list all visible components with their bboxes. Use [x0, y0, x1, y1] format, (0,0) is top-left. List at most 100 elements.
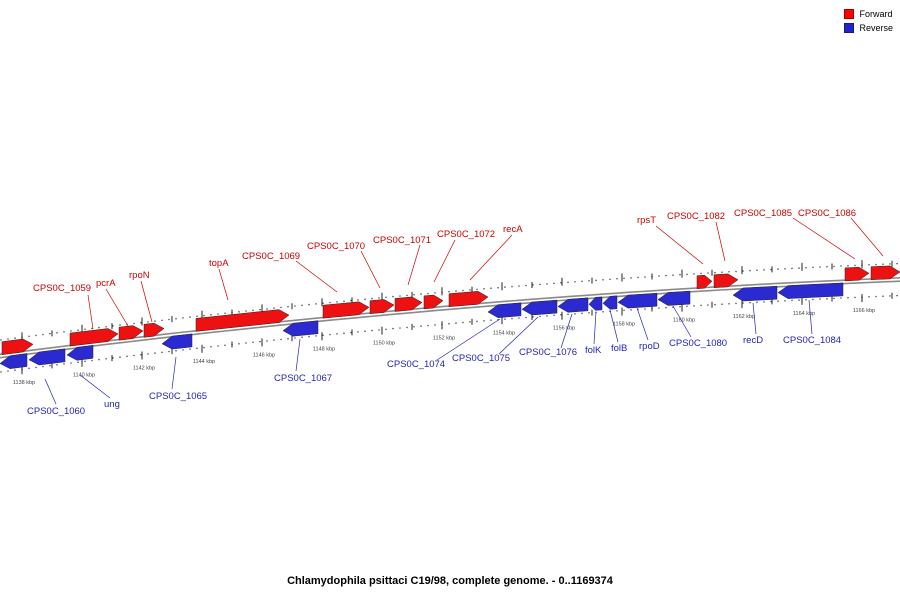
legend-item-reverse: Reverse — [844, 23, 893, 33]
tick-dot — [616, 310, 618, 312]
tick-dot — [546, 315, 548, 317]
scale-label: 1142 kbp — [133, 366, 155, 372]
tick-dot — [812, 266, 814, 269]
scale-label: 1146 kbp — [253, 352, 275, 358]
gene-label-CPS0C_1076: CPS0C_1076 — [519, 347, 577, 358]
tick-dot — [518, 317, 520, 319]
tick-dot — [644, 276, 646, 278]
gene-label-CPS0C_1086: CPS0C_1086 — [798, 208, 856, 219]
tick-dot — [868, 264, 870, 266]
tick-dot — [490, 319, 492, 322]
tick-dot — [105, 326, 107, 328]
gene-label-rpoD: rpoD — [639, 341, 660, 352]
label-leader-CPS0C_1075 — [498, 316, 539, 355]
tick-dot — [56, 364, 58, 366]
tick-dot — [91, 359, 93, 362]
tick-dot — [336, 333, 338, 335]
tick-dot — [665, 274, 667, 277]
tick-dot — [308, 303, 310, 306]
tick-dot — [77, 329, 79, 332]
tick-dot — [581, 280, 583, 283]
tick-dot — [287, 305, 289, 308]
gene-arrow-CPS0C_1080 — [657, 290, 691, 306]
tick-dot — [847, 264, 849, 267]
tick-dot — [805, 298, 807, 301]
gene-label-pcrA: pcrA — [96, 278, 116, 289]
tick-dot — [189, 316, 191, 318]
tick-dot — [630, 309, 632, 311]
tick-dot — [245, 310, 247, 312]
tick-dot — [721, 303, 723, 306]
reverse-strand-swatch — [844, 23, 855, 33]
tick-dot — [756, 269, 758, 272]
tick-dot — [896, 294, 898, 297]
tick-dot — [602, 311, 604, 313]
gene-label-rpsT: rpsT — [637, 215, 656, 226]
tick-dot — [882, 263, 884, 266]
tick-dot — [840, 297, 842, 299]
gene-arrow-unlabeled — [1, 338, 34, 355]
tick-dot — [434, 324, 436, 326]
tick-dot — [791, 299, 793, 302]
label-leader-recA — [469, 234, 513, 281]
tick-dot — [532, 284, 534, 286]
gene-label-rpoN: rpoN — [129, 270, 150, 281]
tick-dot — [49, 332, 51, 335]
tick-dot — [462, 289, 464, 292]
tick-dot — [245, 342, 247, 344]
tick-dot — [707, 272, 709, 274]
gene-arrow-rpoN — [143, 322, 165, 338]
gene-arrow-CPS0C_1076 — [557, 297, 589, 313]
tick-dot — [791, 267, 793, 270]
tick-marks — [21, 260, 893, 375]
tick-dot — [868, 296, 870, 298]
tick-dot — [595, 279, 597, 282]
tick-dot — [301, 336, 303, 339]
tick-dot — [882, 295, 884, 298]
tick-dot — [700, 304, 702, 307]
tick-dot — [854, 296, 856, 299]
gene-label-CPS0C_1059: CPS0C_1059 — [33, 283, 91, 294]
tick-dot — [497, 286, 499, 289]
tick-dot — [686, 305, 688, 308]
tick-dot — [448, 290, 450, 293]
tick-dot — [630, 277, 632, 279]
label-leader-CPS0C_1085 — [792, 217, 856, 260]
tick-dot-arcs — [0, 262, 898, 373]
gene-label-CPS0C_1069: CPS0C_1069 — [242, 251, 300, 262]
forward-strand-swatch — [844, 9, 855, 19]
gene-label-folB: folB — [611, 343, 627, 354]
tick-dot — [196, 347, 198, 350]
tick-dot — [616, 278, 618, 280]
tick-dot — [357, 299, 359, 301]
tick-dot — [161, 319, 163, 322]
tick-dot — [63, 363, 65, 365]
tick-dot — [280, 306, 282, 309]
tick-dot — [182, 349, 184, 351]
tick-dot — [749, 269, 751, 272]
tick-dot — [350, 299, 352, 302]
label-leader-CPS0C_1072 — [433, 239, 456, 283]
tick-dot — [735, 270, 737, 273]
tick-dot — [63, 331, 65, 333]
tick-dot — [798, 267, 800, 269]
gene-arrow-CPS0C_1075 — [521, 299, 558, 316]
tick-dot — [518, 285, 520, 287]
tick-dot — [889, 263, 891, 265]
gene-arrow-CPS0C_1074 — [487, 302, 522, 318]
tick-dot — [693, 305, 695, 307]
tick-dot — [406, 294, 408, 297]
label-leader-CPS0C_1060 — [44, 378, 57, 405]
tick-dot — [679, 273, 681, 276]
tick-dot — [70, 362, 72, 364]
gene-arrow-recA — [448, 291, 489, 307]
gene-arrow-pcrA — [118, 325, 144, 341]
tick-dot — [693, 273, 695, 275]
tick-dot — [588, 280, 590, 282]
tick-dot — [784, 268, 786, 270]
tick-dot — [210, 314, 212, 316]
tick-dot — [105, 358, 107, 360]
tick-dot — [280, 338, 282, 341]
tick-dot — [0, 339, 2, 341]
